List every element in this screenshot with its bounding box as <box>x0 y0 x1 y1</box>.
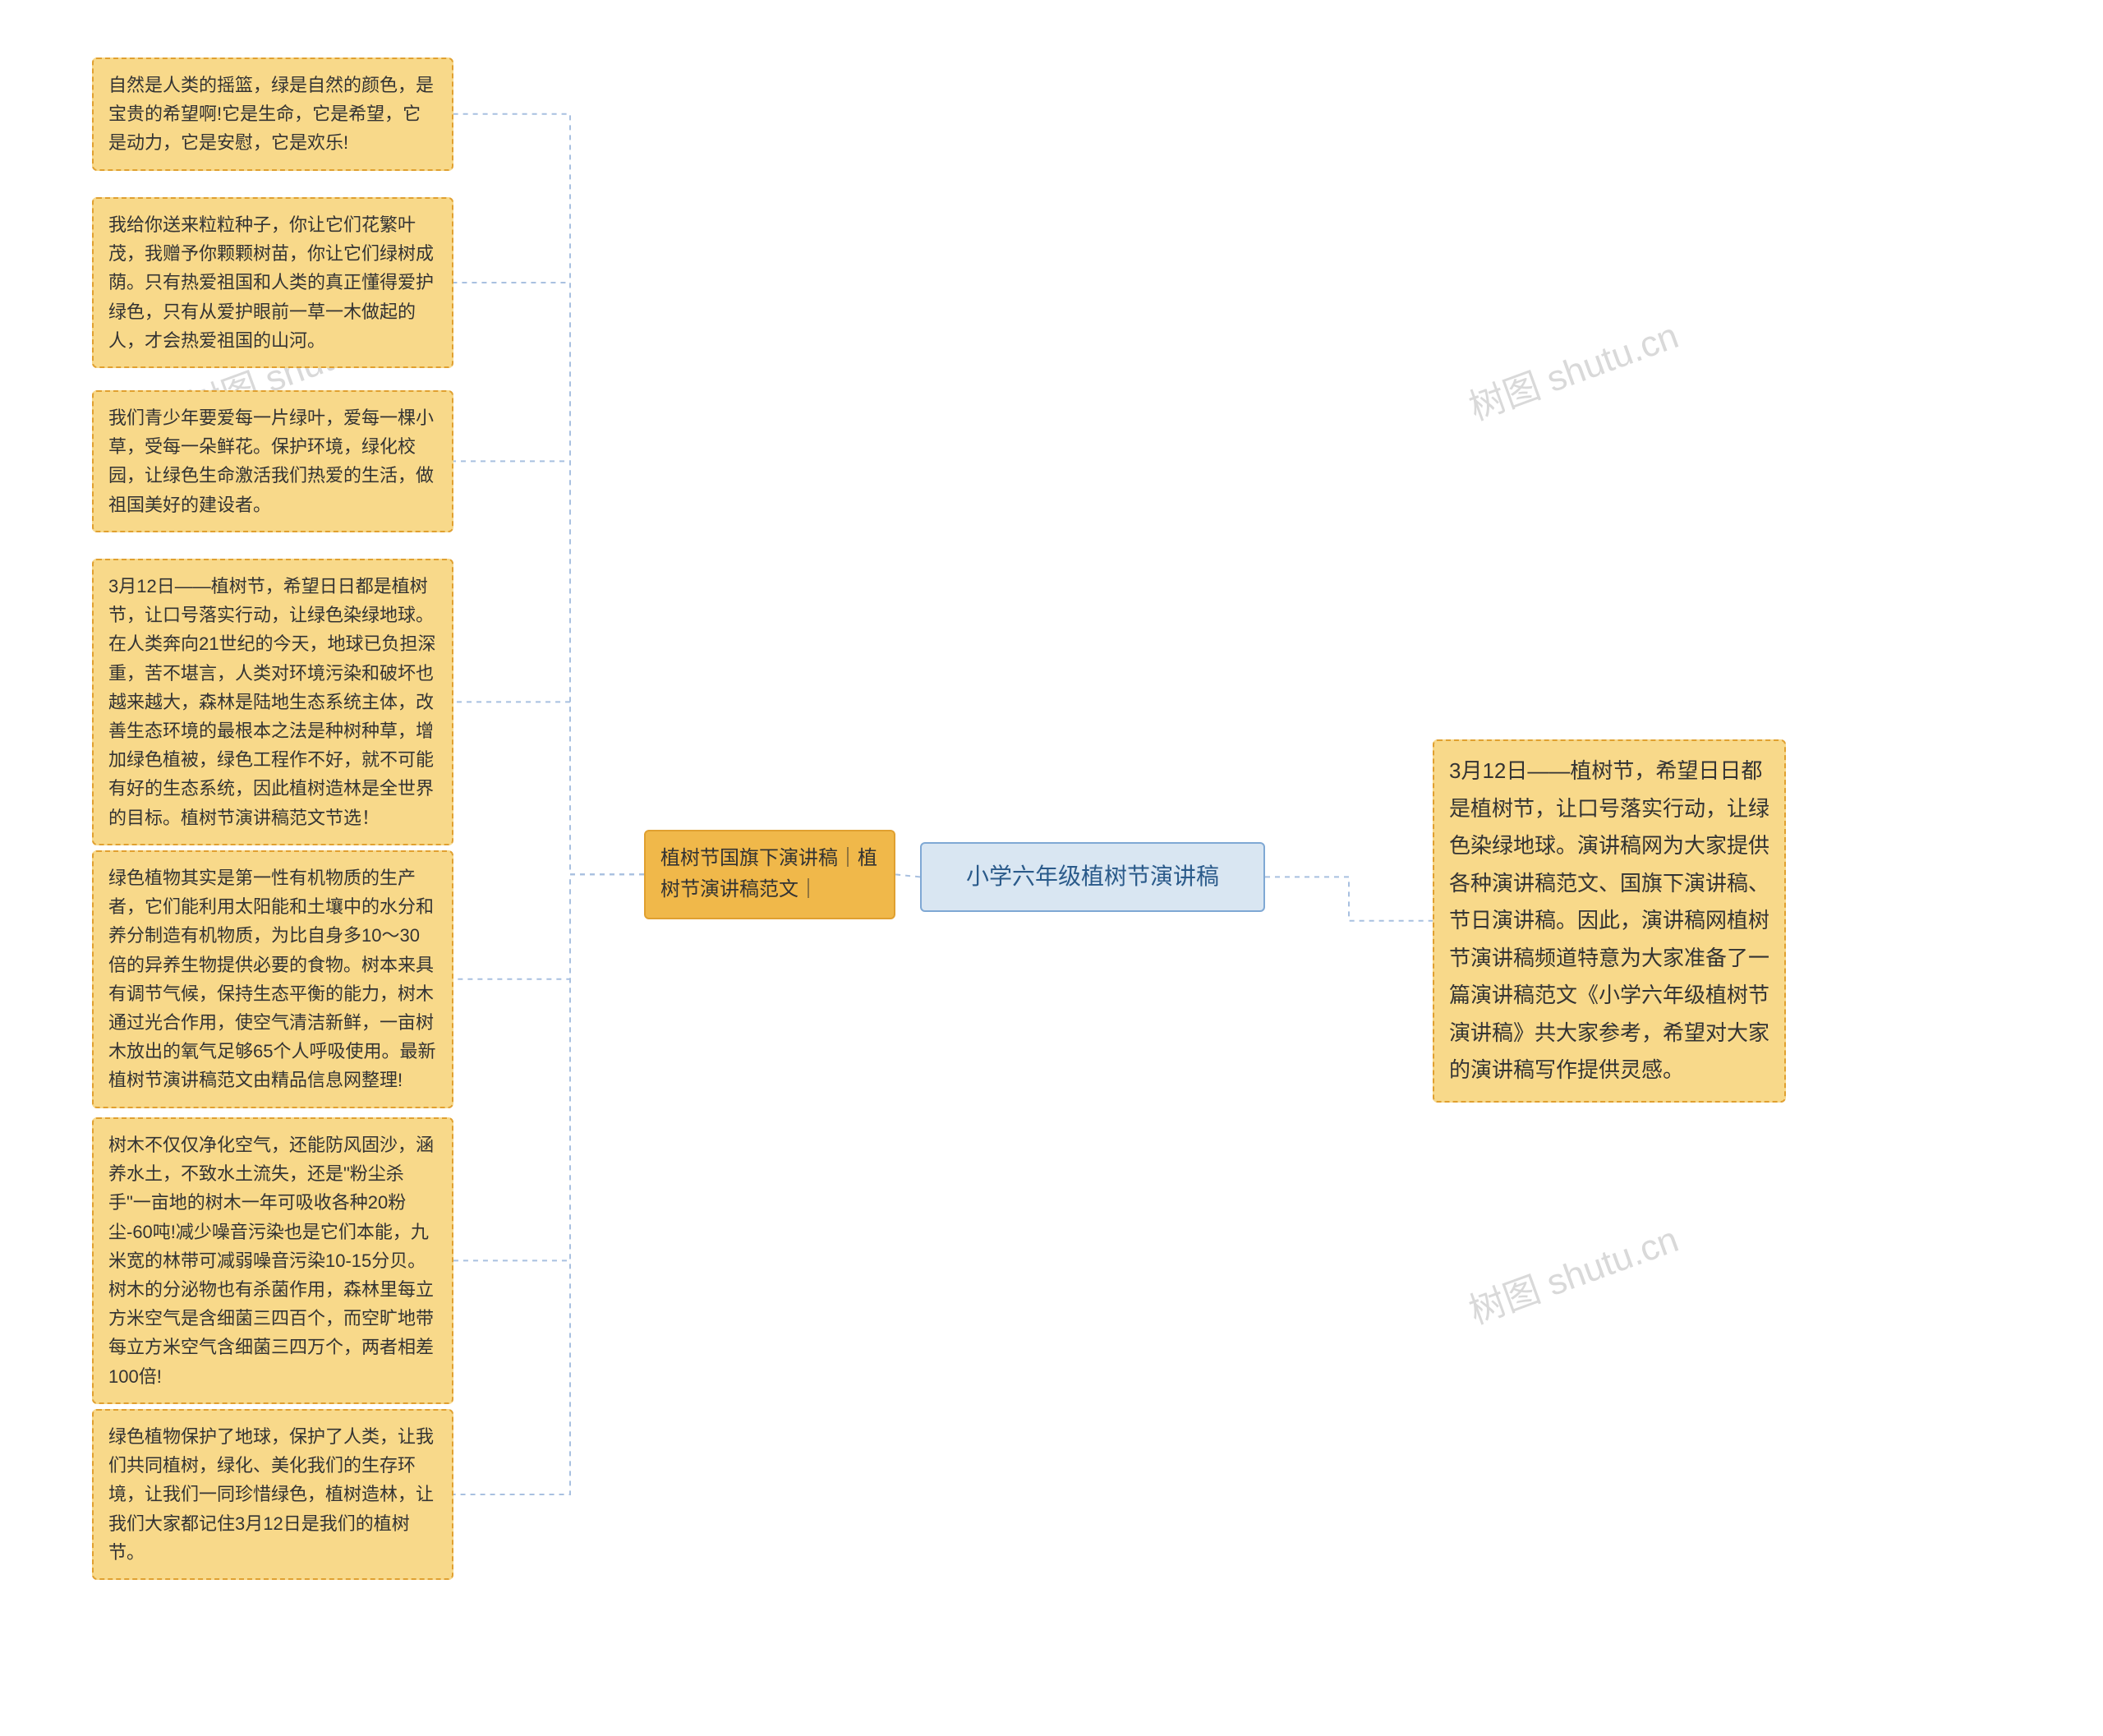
leaf-text: 绿色植物保护了地球，保护了人类，让我们共同植树，绿化、美化我们的生存环境，让我们… <box>108 1426 434 1563</box>
leaf-text: 我们青少年要爱每一片绿叶，爱每一棵小草，受每一朵鲜花。保护环境，绿化校园，让绿色… <box>108 408 434 515</box>
leaf-node[interactable]: 绿色植物其实是第一性有机物质的生产者，它们能利用太阳能和土壤中的水分和养分制造有… <box>92 850 453 1108</box>
root-label: 小学六年级植树节演讲稿 <box>966 863 1219 889</box>
leaf-text: 我给你送来粒粒种子，你让它们花繁叶茂，我赠予你颗颗树苗，你让它们绿树成荫。只有热… <box>108 214 434 351</box>
watermark: 树图 shutu.cn <box>1461 306 1684 431</box>
leaf-text: 3月12日——植树节，希望日日都是植树节，让口号落实行动，让绿色染绿地球。在人类… <box>108 576 435 828</box>
branch-node-left[interactable]: 植树节国旗下演讲稿｜植树节演讲稿范文｜ <box>644 830 895 919</box>
leaf-text: 自然是人类的摇篮，绿是自然的颜色，是宝贵的希望啊!它是生命，它是希望，它是动力，… <box>108 75 434 153</box>
root-node[interactable]: 小学六年级植树节演讲稿 <box>920 842 1265 912</box>
leaf-node[interactable]: 我给你送来粒粒种子，你让它们花繁叶茂，我赠予你颗颗树苗，你让它们绿树成荫。只有热… <box>92 197 453 368</box>
leaf-text: 绿色植物其实是第一性有机物质的生产者，它们能利用太阳能和土壤中的水分和养分制造有… <box>108 868 435 1090</box>
branch-label: 植树节国旗下演讲稿｜植树节演讲稿范文｜ <box>660 847 877 900</box>
leaf-node-right[interactable]: 3月12日——植树节，希望日日都是植树节，让口号落实行动，让绿色染绿地球。演讲稿… <box>1433 739 1786 1103</box>
leaf-node[interactable]: 树木不仅仅净化空气，还能防风固沙，涵养水土，不致水土流失，还是"粉尘杀手"一亩地… <box>92 1117 453 1404</box>
leaf-text: 3月12日——植树节，希望日日都是植树节，让口号落实行动，让绿色染绿地球。演讲稿… <box>1449 758 1769 1082</box>
leaf-node[interactable]: 自然是人类的摇篮，绿是自然的颜色，是宝贵的希望啊!它是生命，它是希望，它是动力，… <box>92 58 453 171</box>
watermark: 树图 shutu.cn <box>1461 1210 1684 1334</box>
leaf-node[interactable]: 我们青少年要爱每一片绿叶，爱每一棵小草，受每一朵鲜花。保护环境，绿化校园，让绿色… <box>92 390 453 532</box>
leaf-node[interactable]: 绿色植物保护了地球，保护了人类，让我们共同植树，绿化、美化我们的生存环境，让我们… <box>92 1409 453 1580</box>
leaf-node[interactable]: 3月12日——植树节，希望日日都是植树节，让口号落实行动，让绿色染绿地球。在人类… <box>92 559 453 845</box>
leaf-text: 树木不仅仅净化空气，还能防风固沙，涵养水土，不致水土流失，还是"粉尘杀手"一亩地… <box>108 1135 434 1387</box>
